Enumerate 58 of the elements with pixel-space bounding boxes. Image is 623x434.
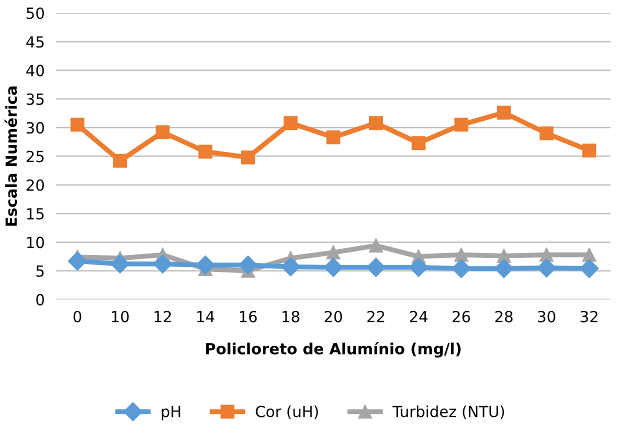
point [412, 136, 426, 150]
x-tick-label: 14 [197, 311, 214, 322]
point [369, 238, 383, 253]
point [326, 246, 340, 260]
point [110, 254, 130, 274]
x-axis-title: Policloreto de Alumínio (mg/l) [206, 342, 461, 358]
point [284, 116, 298, 130]
x-tick-label: 10 [112, 310, 129, 322]
point [70, 118, 84, 132]
y-tick-label: 50 [26, 7, 44, 20]
x-tick-label: 26 [452, 310, 470, 322]
x-tick-label: 22 [367, 310, 384, 322]
point [281, 257, 300, 276]
point [454, 248, 468, 262]
point [494, 258, 514, 278]
x-tick-label: 20 [324, 310, 342, 322]
point [454, 118, 468, 132]
point [324, 258, 343, 277]
point [580, 258, 599, 278]
point [409, 258, 428, 277]
x-tick-label: 18 [282, 310, 300, 322]
point [582, 144, 596, 158]
y-tick-label: 35 [26, 93, 44, 105]
point [68, 252, 87, 271]
x-tick-label: 0 [74, 310, 82, 322]
y-tick-label: 15 [27, 208, 44, 220]
x-tick-label: 16 [240, 310, 257, 322]
y-tick-label: 25 [26, 150, 44, 162]
point [196, 256, 215, 275]
point [153, 254, 172, 274]
y-tick-label: 5 [36, 265, 44, 277]
point [366, 258, 386, 277]
point [198, 144, 212, 159]
point [326, 130, 340, 144]
y-tick-label: 0 [36, 294, 44, 306]
point [537, 258, 556, 278]
x-tick-label: 30 [538, 310, 556, 322]
y-tick-label: 30 [26, 122, 44, 134]
point [496, 106, 511, 120]
y-tick-label: 20 [26, 179, 44, 191]
x-tick-label: 32 [580, 310, 598, 322]
point [241, 150, 255, 164]
x-tick-label: 28 [495, 310, 513, 322]
legend-label: Turbidez (NTU) [392, 405, 504, 420]
point [540, 126, 554, 140]
point [156, 125, 170, 140]
y-tick-label: 40 [26, 64, 44, 76]
point [369, 116, 383, 130]
point [582, 248, 596, 262]
y-tick-label: 45 [26, 36, 44, 48]
x-tick-label: 12 [154, 310, 171, 322]
y-tick-label: 10 [27, 236, 44, 248]
y-axis-title: Escala Numérica [4, 86, 17, 226]
legend-label: Cor (uH) [256, 405, 318, 420]
x-tick-label: 24 [410, 310, 428, 322]
point [452, 258, 471, 278]
point [113, 154, 127, 168]
legend-label: pH [162, 406, 180, 420]
